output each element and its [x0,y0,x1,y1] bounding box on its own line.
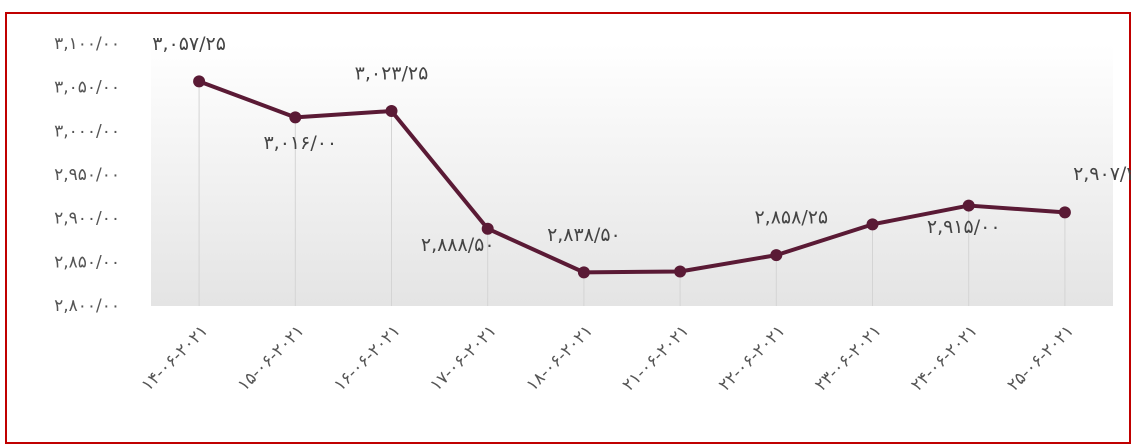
data-point [385,105,398,118]
y-tick-label: ۲,۹۰۰/۰۰ [54,209,120,229]
data-point [289,111,302,124]
data-point [962,199,975,212]
data-label: ۲,۹۱۵/۰۰ [927,216,1001,238]
x-tick-label: ۲۴-۰۶-۲۰۲۱ [907,321,981,395]
x-tick-label: ۲۲-۰۶-۲۰۲۱ [715,321,789,395]
y-tick-label: ۲,۸۵۰/۰۰ [54,252,120,272]
data-label: ۳,۰۲۳/۲۵ [355,63,429,85]
series-line [198,79,1066,275]
data-point [866,218,879,231]
data-point [1058,206,1071,219]
data-point [193,75,206,88]
x-tick-label: ۲۳-۰۶-۲۰۲۱ [811,321,885,395]
y-tick-label: ۳,۰۰۰/۰۰ [54,121,120,141]
y-tick-label: ۳,۰۵۰/۰۰ [54,78,120,98]
x-tick-label: ۲۵-۰۶-۲۰۲۱ [1003,321,1077,395]
x-tick-label: ۱۶-۰۶-۲۰۲۱ [330,321,404,395]
data-label: ۲,۸۸۸/۵۰ [421,234,495,256]
data-point [577,266,590,279]
data-label: ۲,۸۵۸/۲۵ [754,207,828,229]
x-tick-label: ۲۱-۰۶-۲۰۲۱ [619,321,693,395]
data-point [481,222,494,235]
data-label: ۳,۰۱۶/۰۰ [263,132,337,154]
x-tick-label: ۱۸-۰۶-۲۰۲۱ [522,321,596,395]
data-label: ۳,۰۵۷/۲۵ [152,33,226,55]
x-tick-label: ۱۷-۰۶-۲۰۲۱ [426,321,500,395]
x-tick-label: ۱۴-۰۶-۲۰۲۱ [138,321,212,395]
x-tick-label: ۱۵-۰۶-۲۰۲۱ [234,321,308,395]
data-label: ۲,۹۰۷/۲۵ [1073,163,1131,185]
frame [5,12,1131,444]
y-tick-label: ۲,۹۵۰/۰۰ [54,165,120,185]
plot-area [151,44,1113,306]
data-label: ۲,۸۳۸/۵۰ [547,224,621,246]
data-point [674,265,687,278]
y-tick-label: ۲,۸۰۰/۰۰ [54,296,120,316]
y-tick-label: ۳,۱۰۰/۰۰ [54,34,120,54]
data-point [770,249,783,262]
